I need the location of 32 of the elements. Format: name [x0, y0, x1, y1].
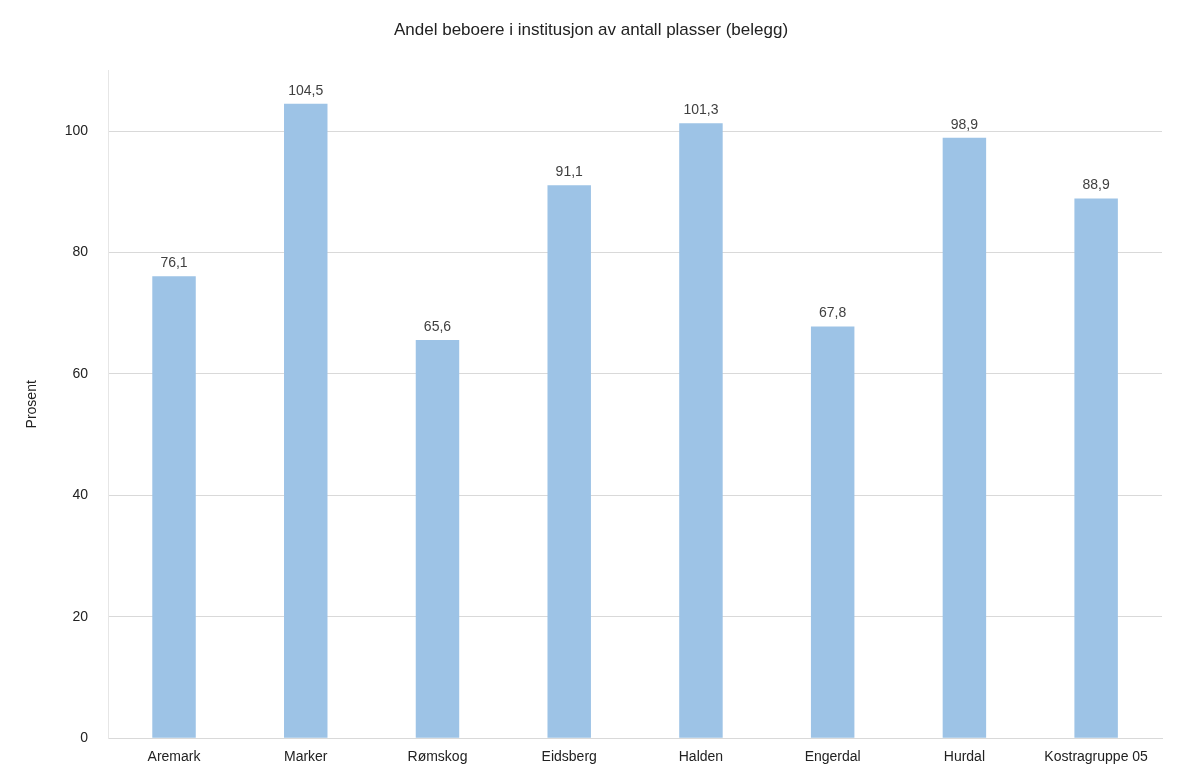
data-label: 104,5	[288, 81, 324, 98]
data-label: 88,9	[1082, 176, 1110, 193]
x-tick-label: Aremark	[147, 748, 202, 765]
data-label: 98,9	[950, 115, 979, 132]
bar	[679, 123, 723, 738]
data-label: 65,6	[423, 317, 452, 334]
bar	[284, 103, 328, 738]
bar	[152, 276, 196, 738]
y-tick-label: 20	[72, 607, 89, 624]
x-tick-label: Hurdal	[943, 748, 986, 765]
chart-title: Andel beboere i institusjon av antall plasser (belegg)	[393, 19, 789, 39]
bar	[1074, 198, 1118, 738]
data-label: 67,8	[819, 304, 847, 321]
x-tick-label: Kostragruppe 05	[1044, 748, 1149, 765]
bar	[547, 185, 591, 738]
bar	[415, 339, 460, 738]
y-tick-label: 100	[64, 121, 89, 138]
y-tick-label: 80	[72, 243, 89, 260]
y-tick-label: 60	[72, 364, 89, 381]
data-label: 91,1	[555, 163, 584, 179]
y-tick-label: 40	[72, 486, 89, 503]
x-tick-label: Rømskog	[407, 748, 468, 765]
data-label: 101,3	[683, 101, 719, 118]
x-tick-label: Engerdal	[804, 748, 861, 765]
y-axis-title: Prosent	[23, 380, 40, 429]
x-tick-label: Halden	[678, 748, 724, 765]
y-tick-label: 0	[80, 729, 89, 746]
x-tick-label: Eidsberg	[541, 748, 597, 765]
x-tick-label: Marker	[283, 748, 328, 765]
bar	[942, 137, 987, 738]
bar	[810, 326, 855, 738]
data-label: 76,1	[160, 254, 188, 271]
